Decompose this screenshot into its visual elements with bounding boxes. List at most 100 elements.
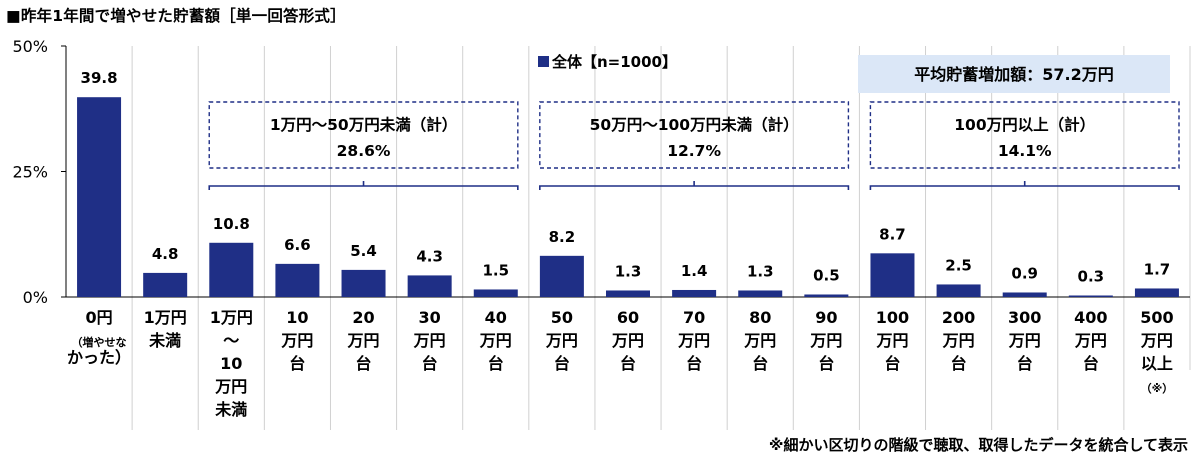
category-label: 台 xyxy=(686,354,702,373)
data-label: 10.8 xyxy=(213,215,250,233)
y-tick-label: 0% xyxy=(23,288,48,307)
category-label: 台 xyxy=(951,354,967,373)
group-bracket xyxy=(539,181,850,190)
category-label: 台 xyxy=(1083,354,1099,373)
category-label: かった） xyxy=(67,348,131,367)
average-label: 平均貯蓄増加額：57.2万円 xyxy=(914,65,1113,84)
bar xyxy=(1068,295,1113,297)
category-label: 60 xyxy=(617,308,639,327)
category-label: 200 xyxy=(942,308,975,327)
bar xyxy=(77,97,122,297)
data-label: 0.5 xyxy=(813,266,840,284)
category-label: 未満 xyxy=(148,331,181,350)
data-label: 8.7 xyxy=(879,225,906,243)
data-label: 2.5 xyxy=(945,256,972,274)
category-label: 万円 xyxy=(677,331,710,350)
category-label: 以上 xyxy=(1141,354,1173,373)
group-box xyxy=(208,101,519,169)
category-label: 台 xyxy=(289,354,305,373)
bar xyxy=(870,253,915,297)
category-label: 万円 xyxy=(1074,331,1107,350)
category-label: 万円 xyxy=(413,331,446,350)
data-label: 1.3 xyxy=(747,262,774,280)
category-label: 万円 xyxy=(280,331,313,350)
category-label: 0円 xyxy=(85,308,112,327)
group-box xyxy=(539,101,850,169)
data-label: 1.7 xyxy=(1144,260,1171,278)
bar xyxy=(209,242,254,297)
category-label: 台 xyxy=(620,354,636,373)
category-label: ～ xyxy=(223,331,239,350)
category-label: 万円 xyxy=(743,331,776,350)
category-label: 300 xyxy=(1008,308,1041,327)
page-title: ■昨年1年間で増やせた貯蓄額［単一回答形式］ xyxy=(6,7,346,25)
bar xyxy=(738,290,783,297)
bar xyxy=(804,294,849,297)
legend-label: 全体【n=1000】 xyxy=(551,53,677,71)
category-label: 台 xyxy=(818,354,834,373)
category-label: 100 xyxy=(876,308,909,327)
bar xyxy=(407,275,452,297)
bar xyxy=(539,255,584,297)
bar xyxy=(341,269,386,297)
category-label: （※） xyxy=(1141,382,1174,395)
bars: 39.80円（増やせなかった）4.81万円未満10.81万円～10万円未満6.6… xyxy=(67,69,1179,419)
group-brackets: 1万円～50万円未満（計） 28.6% 50万円～100万円未満（計） 12.7% 10… xyxy=(208,101,1180,190)
group-bracket xyxy=(869,181,1180,190)
chart-axes: 0% 25% 50% xyxy=(12,37,1191,430)
category-label: 台 xyxy=(422,354,438,373)
category-label: 台 xyxy=(752,354,768,373)
category-label: 万円 xyxy=(1008,331,1041,350)
data-label: 4.8 xyxy=(152,245,179,263)
category-label: 万円 xyxy=(347,331,380,350)
category-label: 80 xyxy=(749,308,771,327)
group-label: 50万円～100万円未満（計） xyxy=(590,115,799,134)
group-value: 14.1% xyxy=(998,142,1052,160)
category-label: 台 xyxy=(488,354,504,373)
y-tick-label: 25% xyxy=(12,163,48,182)
category-label: 万円 xyxy=(1140,331,1173,350)
category-label: 万円 xyxy=(214,377,247,396)
data-label: 8.2 xyxy=(549,228,576,246)
data-label: 4.3 xyxy=(416,247,443,265)
chart-extras: 全体【n=1000】平均貯蓄増加額：57.2万円 xyxy=(538,53,1170,93)
bar xyxy=(606,290,650,297)
data-label: 0.3 xyxy=(1078,267,1105,285)
bar xyxy=(1002,292,1047,297)
category-label: 40 xyxy=(485,308,507,327)
category-label: 500 xyxy=(1140,308,1173,327)
average-box xyxy=(858,55,1170,93)
category-label: 50 xyxy=(551,308,573,327)
data-label: 0.9 xyxy=(1011,264,1038,282)
group-value: 28.6% xyxy=(337,142,391,160)
category-label: 台 xyxy=(884,354,900,373)
legend-swatch xyxy=(538,56,549,67)
category-label: 台 xyxy=(356,354,372,373)
bar xyxy=(936,284,981,297)
category-label: 90 xyxy=(815,308,837,327)
category-label: 万円 xyxy=(942,331,975,350)
group-label: 1万円～50万円未満（計） xyxy=(270,115,457,134)
data-label: 1.4 xyxy=(681,262,708,280)
category-label: 万円 xyxy=(875,331,908,350)
category-label: 万円 xyxy=(611,331,644,350)
category-label: 台 xyxy=(554,354,570,373)
footnote: ※細かい区切りの階級で聴取、取得したデータを統合して表示 xyxy=(768,436,1188,454)
category-label: 70 xyxy=(683,308,705,327)
data-label: 1.5 xyxy=(482,261,509,279)
category-label: （増やせな xyxy=(72,335,127,349)
category-label: 20 xyxy=(352,308,374,327)
bar xyxy=(275,263,320,297)
category-label: 400 xyxy=(1074,308,1107,327)
category-label: 万円 xyxy=(479,331,512,350)
category-label: 10 xyxy=(220,354,242,373)
category-label: 万円 xyxy=(545,331,578,350)
y-tick-label: 50% xyxy=(12,37,48,56)
group-box xyxy=(869,101,1180,169)
category-label: 1万円 xyxy=(144,308,187,327)
group-label: 100万円以上（計） xyxy=(954,115,1095,134)
group-value: 12.7% xyxy=(667,142,721,160)
category-label: 30 xyxy=(419,308,441,327)
bar xyxy=(672,289,717,297)
